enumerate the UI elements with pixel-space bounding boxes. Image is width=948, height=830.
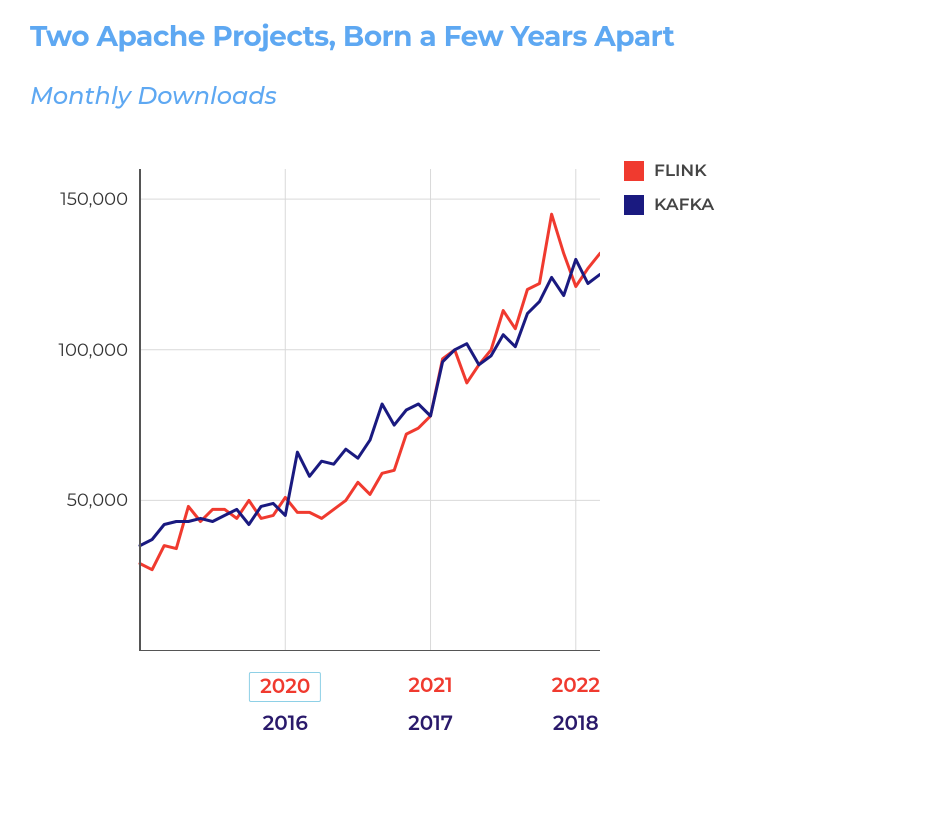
y-tick-label: 100,000 [30, 339, 128, 361]
legend-item: KAFKA [624, 195, 714, 215]
page-title: Two Apache Projects, Born a Few Years Ap… [30, 20, 918, 54]
legend-swatch [624, 161, 644, 181]
legend-label: FLINK [654, 161, 707, 181]
y-tick-label: 150,000 [30, 188, 128, 210]
x-tick-label: 2017 [398, 710, 463, 738]
x-tick-label: 2021 [398, 672, 462, 700]
legend-swatch [624, 195, 644, 215]
legend: FLINK KAFKA [624, 161, 714, 748]
x-axis-labels: 202020212022201620172018 [30, 672, 600, 748]
x-tick-label: 2020 [249, 672, 321, 702]
chart-area: 50,000 100,000 150,000 2020 2021 2022 2016 201… [30, 159, 918, 748]
legend-label: KAFKA [654, 195, 714, 215]
legend-item: FLINK [624, 161, 714, 181]
x-tick-label: 2022 [542, 672, 610, 700]
y-tick-label: 50,000 [30, 489, 128, 511]
line-chart [30, 159, 600, 651]
chart-wrap: 50,000100,000150,000 2020202120222016201… [30, 159, 600, 748]
x-tick-label: 2018 [543, 710, 609, 738]
subtitle: Monthly Downloads [30, 82, 918, 111]
x-tick-label: 2016 [253, 710, 318, 738]
